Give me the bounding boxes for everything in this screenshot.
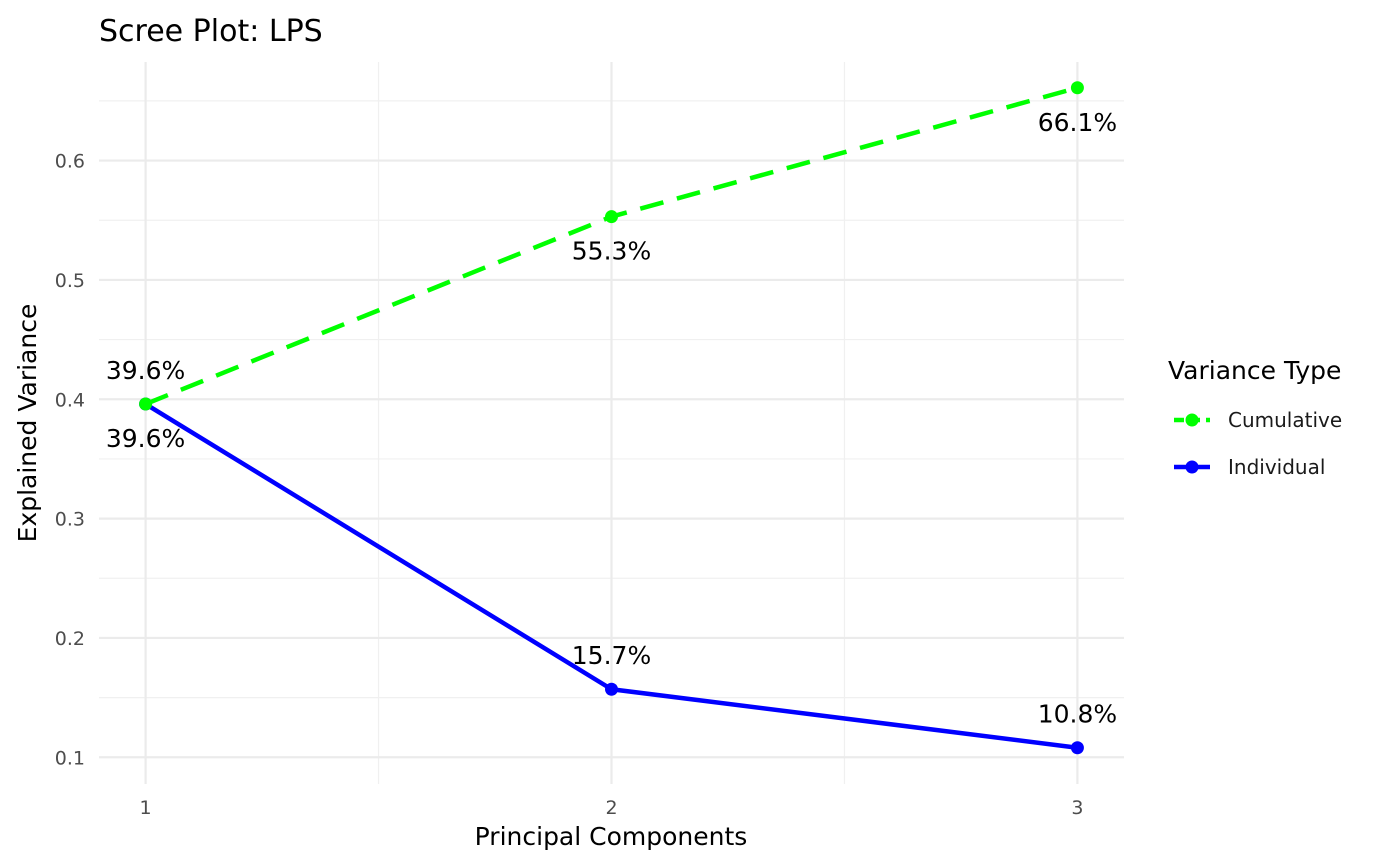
series-layer [139,81,1084,755]
data-point-cumulative [139,397,153,411]
x-axis-title: Principal Components [475,822,748,851]
data-label-individual: 10.8% [1038,700,1117,729]
data-label-cumulative: 66.1% [1038,108,1117,137]
data-labels: 39.6% 55.3% 66.1% 39.6% 15.7% 10.8% [106,108,1117,729]
data-label-cumulative: 39.6% [106,356,185,385]
y-tick-label: 0.4 [55,389,85,411]
x-tick-label: 3 [1071,797,1083,819]
legend-key-point-cumulative [1185,413,1199,427]
data-point-cumulative [1070,81,1084,95]
data-label-individual: 39.6% [106,424,185,453]
chart-title: Scree Plot: LPS [99,14,323,49]
x-tick-label: 2 [605,797,617,819]
legend-key-point-individual [1185,460,1199,474]
data-label-individual: 15.7% [572,641,651,670]
y-tick-label: 0.6 [55,151,85,173]
data-point-individual [1070,741,1084,755]
y-tick-label: 0.2 [55,628,85,650]
x-tick-label: 1 [140,797,152,819]
y-axis-title: Explained Variance [13,304,42,543]
y-tick-label: 0.1 [55,747,85,769]
data-point-cumulative [605,210,618,224]
y-tick-label: 0.5 [55,270,85,292]
y-tick-label: 0.3 [55,509,85,531]
legend-title: Variance Type [1168,356,1341,385]
legend: Variance Type Cumulative Individual [1168,356,1342,479]
legend-label-individual: Individual [1228,455,1325,479]
data-point-individual [605,682,618,696]
axis-ticks: 0.1 0.2 0.3 0.4 0.5 0.6 1 2 3 [55,151,1084,819]
legend-label-cumulative: Cumulative [1228,408,1342,432]
data-label-cumulative: 55.3% [572,237,651,266]
grid [99,62,1124,784]
